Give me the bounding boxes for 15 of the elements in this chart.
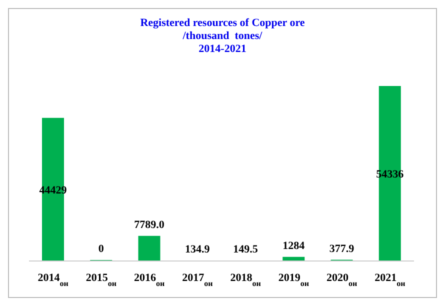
x-tick-label: 2016$_{он}$ <box>134 272 166 288</box>
data-label: 149.5 <box>233 244 258 256</box>
x-tick-label: 2019$_{он}$ <box>278 272 310 288</box>
data-label: 7789.0 <box>134 218 165 231</box>
data-label: 377.9 <box>329 242 355 255</box>
x-tick-label: 2014$_{он}$ <box>38 272 69 288</box>
data-label: 134.9 <box>185 244 210 256</box>
x-tick-label: 2015$_{он}$ <box>86 272 117 288</box>
x-tick-label: 2018$_{он}$ <box>230 272 262 288</box>
data-label: 1284 <box>282 240 306 252</box>
x-tick-label: 2020$_{он}$ <box>326 272 358 288</box>
data-label: 0 <box>98 243 104 255</box>
x-tick-label: 2021$_{он}$ <box>374 272 406 288</box>
chart-title: Registered resources of Copper ore /thousand tones/ 2014-2021 <box>139 17 306 56</box>
x-tick-label: 2017$_{он}$ <box>182 272 214 288</box>
